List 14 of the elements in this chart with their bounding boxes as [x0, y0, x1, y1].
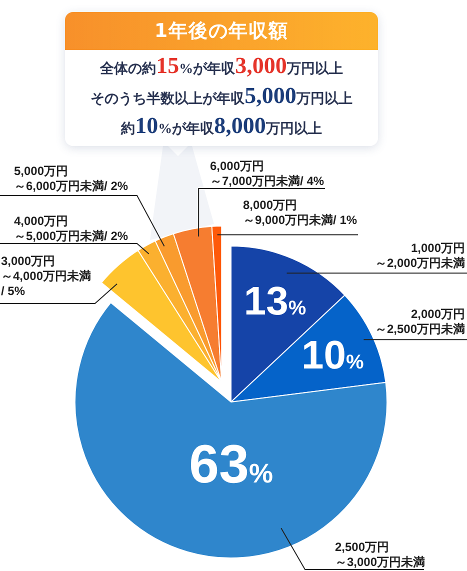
- slice-label: 6,000万円～7,000万円未満/ 4%: [210, 159, 324, 188]
- data-label: 63%: [188, 434, 274, 494]
- slice-label: 3,000万円～4,000万円未満: [1, 254, 92, 283]
- slice-label: 8,000万円～9,000万円未満/ 1%: [243, 198, 358, 227]
- callout-card: 1年後の年収額 全体の約15%が年収3,000万円以上 そのうち半数以上が年収5,000万円以上 約10%が年収8,000万円以上: [65, 12, 378, 146]
- slice-label: 5,000万円～6,000万円未満/ 2%: [14, 164, 128, 193]
- slice-label: 2,000万円～2,500万円未満: [374, 307, 465, 336]
- slice-label: 2,500万円～3,000万円未満: [335, 540, 426, 569]
- data-label: 10%: [301, 334, 364, 378]
- slice-label: 1,000万円～2,000万円未満: [374, 241, 465, 270]
- data-label: 13%: [244, 280, 306, 324]
- chart-title: 1年後の年収額: [154, 19, 289, 44]
- data-label: / 5%: [1, 284, 26, 298]
- slice-label: 4,000万円～5,000万円未満/ 2%: [14, 214, 128, 243]
